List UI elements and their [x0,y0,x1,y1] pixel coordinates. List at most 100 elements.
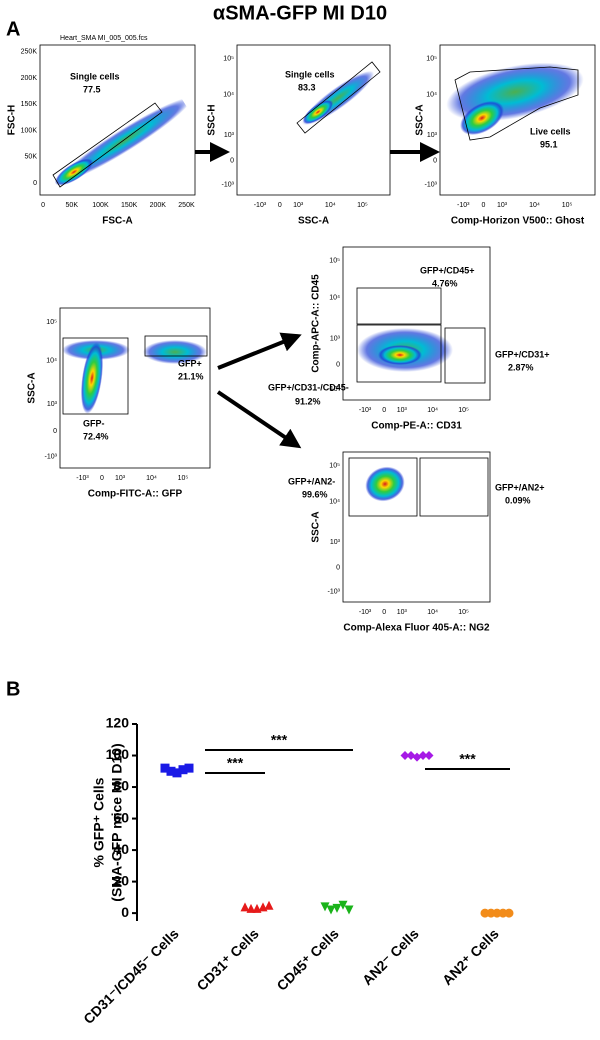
x-tick-label: 10⁴ [325,202,336,209]
y-tick-label: 0 [230,157,234,164]
y-tick-label: 100K [21,127,38,134]
plot-frame [342,451,491,603]
y-tick-label: 250K [21,49,38,56]
y-tick-label: 10³ [330,539,341,546]
x-tick-label: 0 [382,609,386,616]
y-tick-label: 200K [21,75,38,82]
x-tick-label: 10⁵ [562,202,573,209]
x-tick-label: 0 [278,202,282,209]
gate [444,327,486,384]
x-tick-label: 10³ [115,475,126,482]
y-tick-label: 0 [33,180,37,187]
y-tick-label: 40 [113,841,129,857]
y-axis-label: SSC-A [311,511,322,542]
x-tick-label: 10⁴ [427,407,438,414]
density-cloud [378,345,422,365]
data-point [424,751,434,761]
y-tick-label: 10⁵ [223,55,234,62]
y-axis-label: SSC-H [207,104,218,135]
x-tick-label: -10³ [457,202,470,209]
gate-name: Live cells [530,126,571,136]
x-tick-label: 0 [481,202,485,209]
gate-value: 0.09% [505,495,531,505]
gate-value: 99.6% [302,489,328,499]
gate-value: 2.87% [508,362,534,372]
x-axis-label: Comp-FITC-A:: GFP [88,489,183,500]
x-tick-label: 10⁴ [529,202,540,209]
gate-value: 91.2% [295,396,321,406]
significance-label: *** [227,755,244,771]
density-cloud [54,158,94,186]
gate-value: 95.1 [540,139,558,149]
data-point [240,902,250,912]
x-tick-label: 250K [178,202,195,209]
y-tick-label: 10³ [427,132,438,139]
gate-name: GFP+/AN2+ [495,482,545,492]
panel-label: A [6,18,20,40]
data-point [400,751,410,761]
data-point [504,908,514,918]
y-tick-label: 0 [433,157,437,164]
gate-name: Single cells [70,71,120,81]
data-point [264,900,274,910]
gate-name: GFP+/CD31+ [495,349,550,359]
figure-title: αSMA-GFP MI D10 [213,2,387,24]
y-axis-label: Comp-APC-A:: CD45 [311,274,322,373]
gate-name: GFP+/CD45+ [420,265,475,275]
y-tick-label: 0 [336,362,340,369]
y-tick-label: 50K [25,154,38,161]
data-point [344,905,354,915]
x-tick-label: 10⁵ [458,609,469,616]
gate-name: GFP+ [178,358,202,368]
y-tick-label: 120 [106,715,130,731]
x-axis-label: FSC-A [102,216,133,227]
y-tick-label: 10⁵ [426,55,437,62]
y-axis-label: SSC-A [415,104,426,135]
y-tick-label: 10⁴ [46,358,57,365]
density-cloud [460,100,504,136]
y-tick-label: 60 [113,809,129,825]
data-point [320,902,330,912]
x-tick-label: 100K [92,202,109,209]
x-tick-label: CD31⁻/CD45⁻ Cells [80,925,182,1027]
x-tick-label: 10³ [293,202,304,209]
x-tick-label: 10⁵ [458,407,469,414]
x-tick-label: -10³ [254,202,267,209]
gate [454,66,579,141]
gate [356,287,442,325]
data-point [338,900,348,910]
data-point [246,903,256,913]
y-tick-label: -10³ [328,386,341,393]
x-axis-label: SSC-A [298,216,329,227]
x-tick-label: 10⁵ [178,475,189,482]
x-tick-label: 50K [66,202,79,209]
y-tick-label: 150K [21,101,38,108]
y-tick-label: 20 [113,872,129,888]
x-tick-label: 0 [100,475,104,482]
data-point [166,766,176,776]
y-axis-label: % GFP⁺ Cells [91,777,107,867]
y-tick-label: 10³ [224,132,235,139]
y-tick-label: 10⁴ [329,294,340,301]
x-tick-label: -10³ [359,609,372,616]
x-tick-label: 10⁴ [146,475,157,482]
x-tick-label: CD31⁺ Cells [193,925,261,993]
significance-label: *** [271,732,288,748]
y-axis-label: FSC-H [7,105,18,136]
x-tick-label: 0 [41,202,45,209]
gate-name: GFP+/CD31-/CD45- [268,382,349,392]
y-axis-label: (SMA-GFP mice MI D10) [109,743,125,901]
data-point [172,768,182,778]
x-tick-label: -10³ [359,407,372,414]
y-tick-label: 10⁵ [329,258,340,265]
x-axis-label: Comp-Horizon V500:: Ghost [451,216,585,227]
y-tick-label: 10³ [47,401,58,408]
data-point [326,905,336,915]
y-tick-label: 10³ [330,336,341,343]
x-tick-label: 10⁵ [357,202,368,209]
gate-value: 4.76% [432,278,458,288]
data-point [184,763,194,773]
y-tick-label: -10³ [45,454,58,461]
x-tick-label: AN2⁻ Cells [359,925,422,988]
data-point [332,903,342,913]
